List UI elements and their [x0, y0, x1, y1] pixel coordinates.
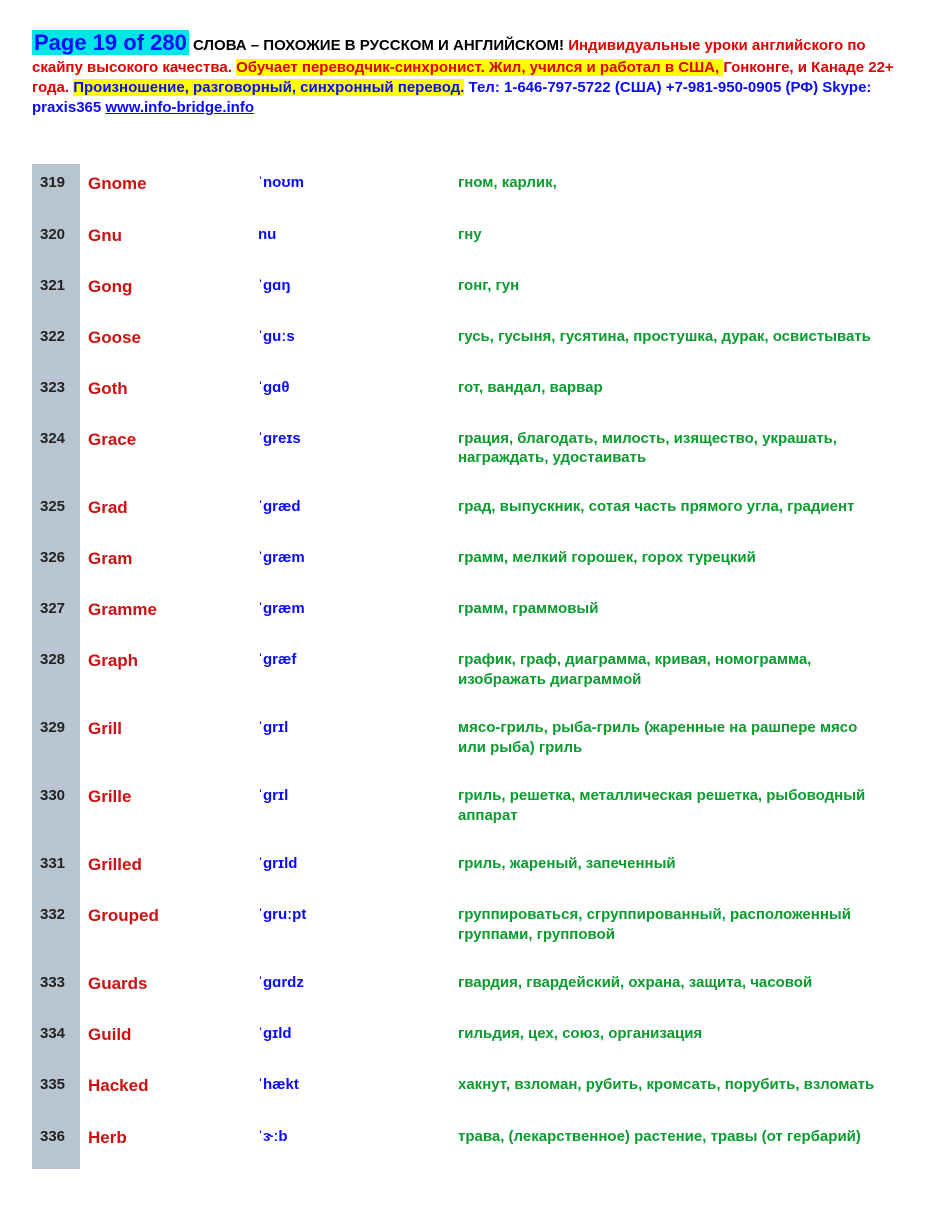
- row-number: 323: [32, 369, 80, 420]
- row-number: 333: [32, 964, 80, 1015]
- phonetic: ˈɡɑŋ: [250, 267, 450, 318]
- english-word: Gnome: [80, 164, 250, 215]
- translation: график, граф, диаграмма, кривая, номогра…: [450, 641, 890, 709]
- phonetic: ˈɡruːpt: [250, 896, 450, 964]
- translation: группироваться, сгруппированный, располо…: [450, 896, 890, 964]
- page-number-label: Page 19 of 280: [32, 30, 189, 55]
- translation: грамм, граммовый: [450, 590, 890, 641]
- phonetic: ˈɡrɪl: [250, 777, 450, 845]
- translation: гусь, гусыня, гусятина, простушка, дурак…: [450, 318, 890, 369]
- phonetic: ˈɡræf: [250, 641, 450, 709]
- translation: гну: [450, 216, 890, 267]
- row-number: 321: [32, 267, 80, 318]
- english-word: Goose: [80, 318, 250, 369]
- translation: мясо-гриль, рыба-гриль (жаренные на рашп…: [450, 709, 890, 777]
- row-number: 326: [32, 539, 80, 590]
- translation: гвардия, гвардейский, охрана, защита, ча…: [450, 964, 890, 1015]
- row-number: 331: [32, 845, 80, 896]
- header-ad-highlight-red: Обучает переводчик-синхронист. Жил, учил…: [236, 59, 723, 76]
- word-table: 319Gnomeˈnoʊmгном, карлик, 320Gnunuгну 321…: [32, 164, 896, 1168]
- row-number: 329: [32, 709, 80, 777]
- row-number: 328: [32, 641, 80, 709]
- header-link[interactable]: www.info-bridge.info: [105, 99, 254, 116]
- row-number: 325: [32, 488, 80, 539]
- english-word: Grilled: [80, 845, 250, 896]
- translation: гном, карлик,: [450, 164, 890, 215]
- english-word: Grille: [80, 777, 250, 845]
- phonetic: ˈhækt: [250, 1066, 450, 1117]
- english-word: Herb: [80, 1118, 250, 1169]
- english-word: Gram: [80, 539, 250, 590]
- translation: град, выпускник, сотая часть прямого угл…: [450, 488, 890, 539]
- translation: хакнут, взломан, рубить, кромсать, поруб…: [450, 1066, 890, 1117]
- translation: гонг, гун: [450, 267, 890, 318]
- row-number: 336: [32, 1118, 80, 1169]
- translation: грамм, мелкий горошек, горох турецкий: [450, 539, 890, 590]
- english-word: Goth: [80, 369, 250, 420]
- phonetic: ˈɡræm: [250, 590, 450, 641]
- english-word: Grouped: [80, 896, 250, 964]
- phonetic: ˈɡɑθ: [250, 369, 450, 420]
- english-word: Grill: [80, 709, 250, 777]
- header-ad-highlight-blue: Произношение, разговорный, синхронный пе…: [73, 79, 464, 96]
- phonetic: ˈɡrɪld: [250, 845, 450, 896]
- english-word: Gramme: [80, 590, 250, 641]
- phonetic: ˈɡræd: [250, 488, 450, 539]
- translation: трава, (лекарственное) растение, травы (…: [450, 1118, 890, 1169]
- phonetic: ˈɡɑrdz: [250, 964, 450, 1015]
- row-number: 322: [32, 318, 80, 369]
- phonetic: ˈɡreɪs: [250, 420, 450, 488]
- english-word: Grace: [80, 420, 250, 488]
- row-number: 327: [32, 590, 80, 641]
- phonetic: ˈɡuːs: [250, 318, 450, 369]
- translation: гриль, жареный, запеченный: [450, 845, 890, 896]
- english-word: Gnu: [80, 216, 250, 267]
- row-number: 320: [32, 216, 80, 267]
- translation: гильдия, цех, союз, организация: [450, 1015, 890, 1066]
- phonetic: ˈɡɪld: [250, 1015, 450, 1066]
- row-number: 334: [32, 1015, 80, 1066]
- english-word: Guards: [80, 964, 250, 1015]
- english-word: Guild: [80, 1015, 250, 1066]
- phonetic: ˈɡræm: [250, 539, 450, 590]
- english-word: Graph: [80, 641, 250, 709]
- header-subtitle: СЛОВА – ПОХОЖИЕ В РУССКОМ И АНГЛИЙСКОМ!: [189, 37, 568, 54]
- row-number: 335: [32, 1066, 80, 1117]
- page-header: Page 19 of 280 СЛОВА – ПОХОЖИЕ В РУССКОМ…: [32, 28, 896, 118]
- english-word: Gong: [80, 267, 250, 318]
- phonetic: ˈɡrɪl: [250, 709, 450, 777]
- english-word: Grad: [80, 488, 250, 539]
- phonetic: ˈɝːb: [250, 1118, 450, 1169]
- row-number: 332: [32, 896, 80, 964]
- row-number: 330: [32, 777, 80, 845]
- phonetic: ˈnoʊm: [250, 164, 450, 215]
- row-number: 324: [32, 420, 80, 488]
- english-word: Hacked: [80, 1066, 250, 1117]
- document-page: Page 19 of 280 СЛОВА – ПОХОЖИЕ В РУССКОМ…: [0, 0, 928, 1209]
- phonetic: nu: [250, 216, 450, 267]
- translation: грация, благодать, милость, изящество, у…: [450, 420, 890, 488]
- translation: гриль, решетка, металлическая решетка, р…: [450, 777, 890, 845]
- row-number: 319: [32, 164, 80, 215]
- translation: гот, вандал, варвар: [450, 369, 890, 420]
